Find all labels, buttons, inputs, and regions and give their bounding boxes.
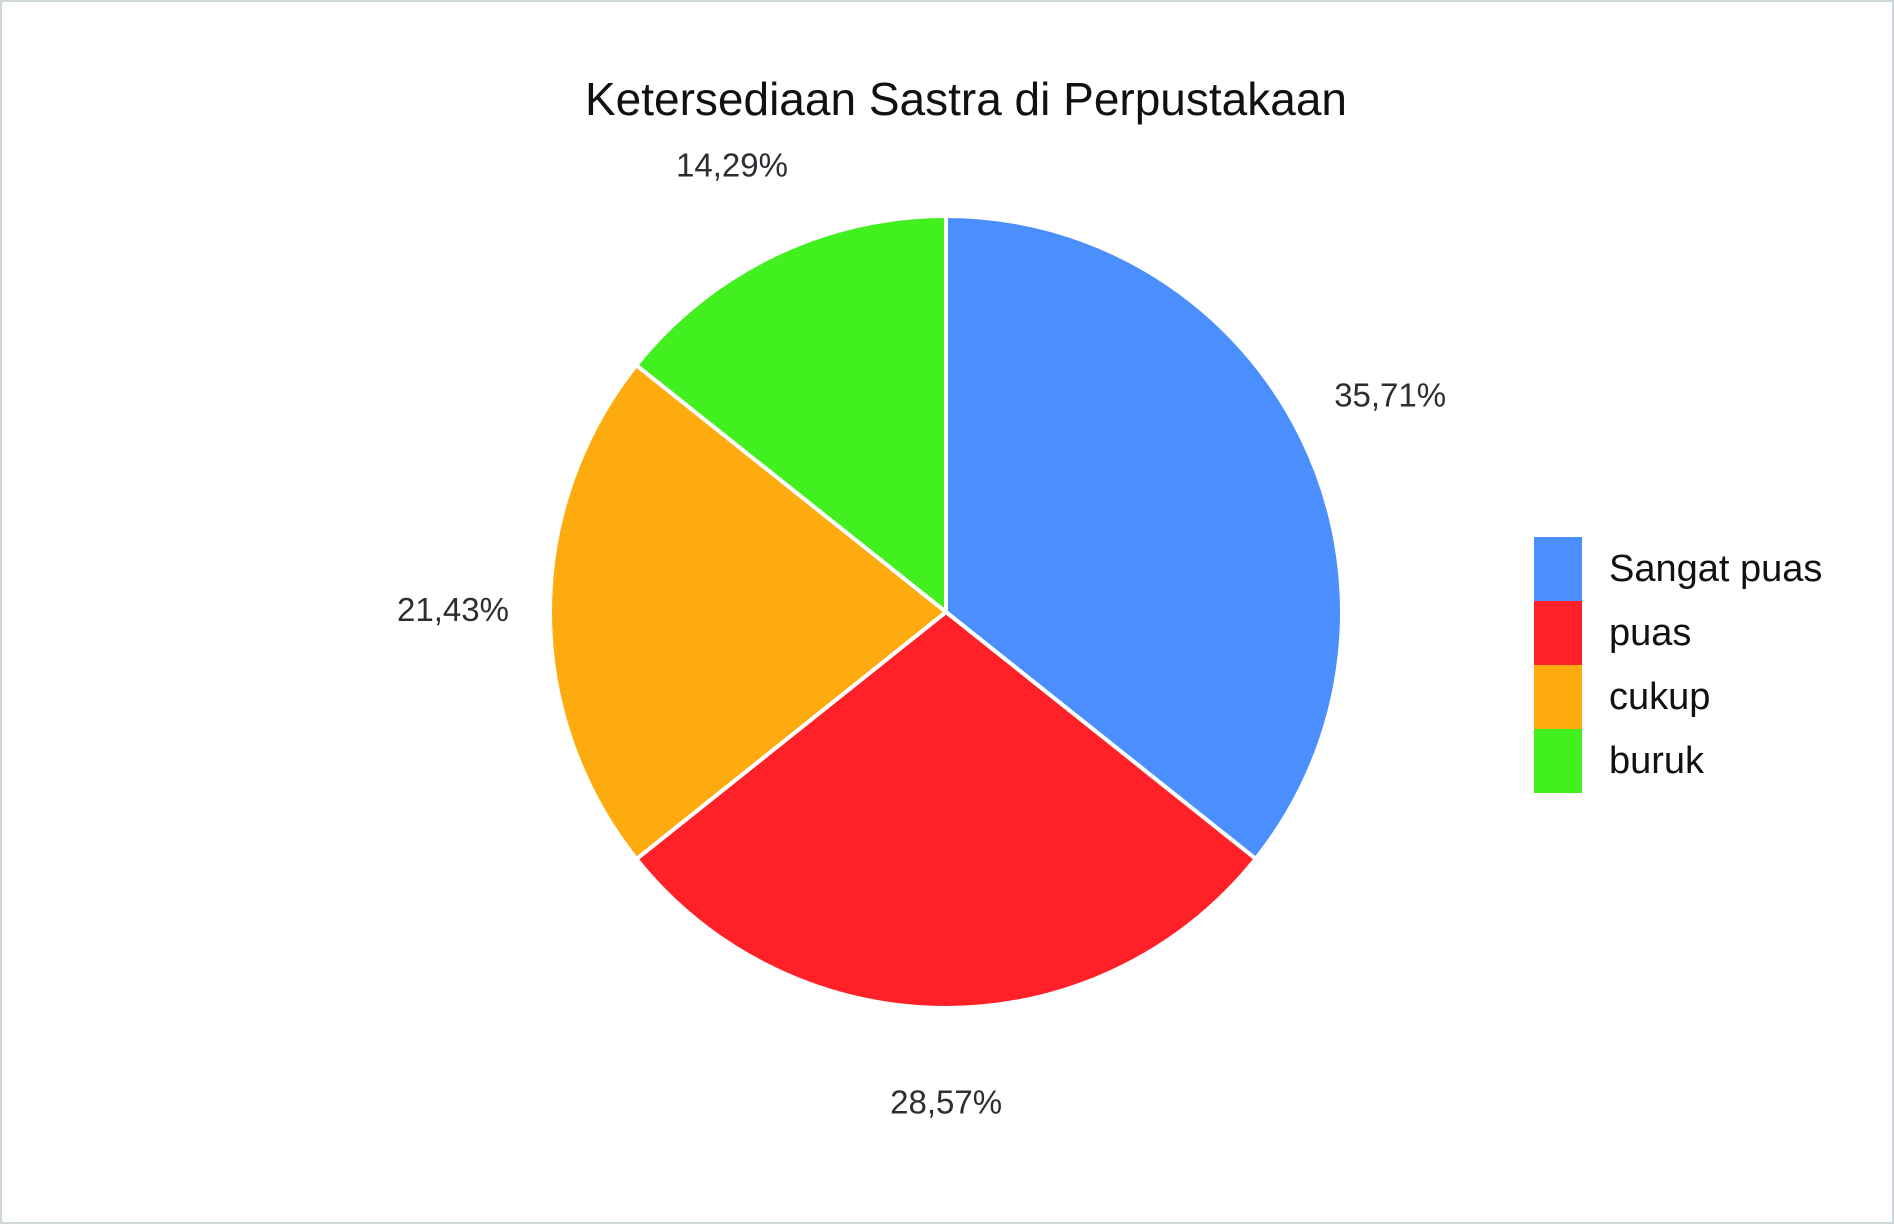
data-label: 21,43%: [397, 591, 509, 628]
legend-swatch: [1534, 729, 1582, 793]
legend-swatch: [1534, 537, 1582, 601]
legend-label: cukup: [1609, 676, 1710, 718]
pie-slice: [944, 213, 1344, 862]
data-label: 14,29%: [676, 147, 788, 184]
legend-label: buruk: [1609, 740, 1705, 782]
chart-title: Ketersediaan Sastra di Perpustakaan: [585, 73, 1347, 125]
data-label: 35,71%: [1334, 377, 1446, 414]
legend-swatch: [1534, 665, 1582, 729]
pie-slice: [633, 213, 948, 617]
pie-slice: [633, 609, 1259, 1010]
legend-label: Sangat puas: [1609, 548, 1822, 590]
legend-swatch: [1534, 601, 1582, 665]
data-label: 28,57%: [890, 1084, 1002, 1121]
pie-slice: [548, 362, 950, 862]
legend-label: puas: [1609, 612, 1691, 654]
